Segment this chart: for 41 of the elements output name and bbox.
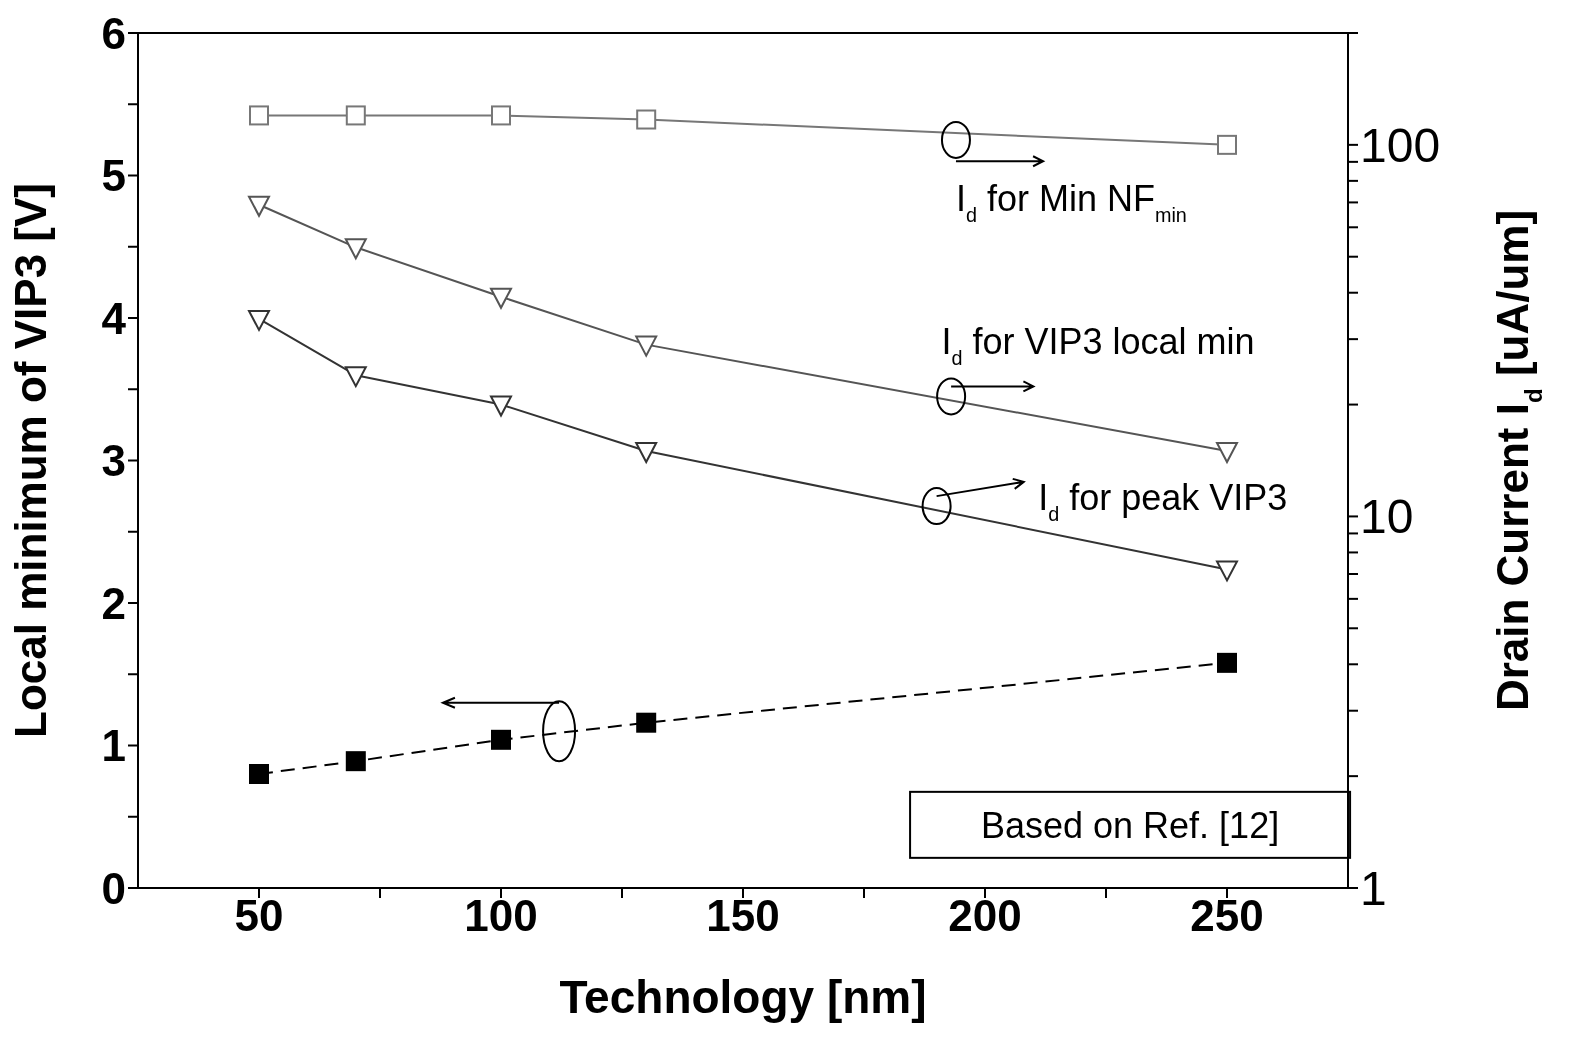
y2-tick-label: 10 <box>1360 490 1414 544</box>
x-tick-label: 200 <box>948 891 1022 941</box>
y-tick-label: 4 <box>101 293 127 343</box>
annotation: I$_{d}$ for Min NF$_{min}$ <box>955 178 1187 227</box>
point <box>248 309 270 331</box>
point <box>635 335 658 357</box>
y-tick-label: 0 <box>101 863 126 913</box>
point <box>249 764 269 784</box>
x-tick-label: 250 <box>1190 891 1264 941</box>
y-tick-label: 5 <box>101 151 126 201</box>
point <box>1216 560 1238 582</box>
annotation: I$_{d}$ for VIP3 local min <box>941 320 1255 369</box>
y-axis-title: Local minimum of VIP3 [V] <box>6 183 55 738</box>
point <box>635 442 658 463</box>
y-tick-label: 1 <box>101 721 126 771</box>
point <box>491 105 511 126</box>
point <box>491 729 511 750</box>
point <box>1217 652 1237 673</box>
x-tick-label: 50 <box>234 891 284 941</box>
point <box>636 712 657 733</box>
point <box>636 109 657 130</box>
y-tick-label: 2 <box>101 578 126 628</box>
point <box>248 195 270 217</box>
x-tick-label: 100 <box>464 891 538 941</box>
x-tick-label: 150 <box>706 891 780 941</box>
point <box>490 287 512 309</box>
y-tick-label: 3 <box>101 436 126 486</box>
y-tick-label: 6 <box>101 8 126 58</box>
point <box>345 105 366 126</box>
annotation: I$_{d}$ for peak VIP3 <box>1038 477 1288 526</box>
y2-tick-label: 1 <box>1360 862 1387 916</box>
y2-tick-label: 100 <box>1360 118 1441 172</box>
point <box>1216 442 1238 463</box>
point <box>345 751 366 772</box>
annotation: Based on Ref. [12] <box>980 804 1280 846</box>
point <box>344 366 367 388</box>
point <box>344 238 367 260</box>
point <box>490 395 512 417</box>
point <box>1217 134 1237 155</box>
point <box>249 105 269 126</box>
x-axis-title: Technology [nm] <box>559 971 927 1023</box>
